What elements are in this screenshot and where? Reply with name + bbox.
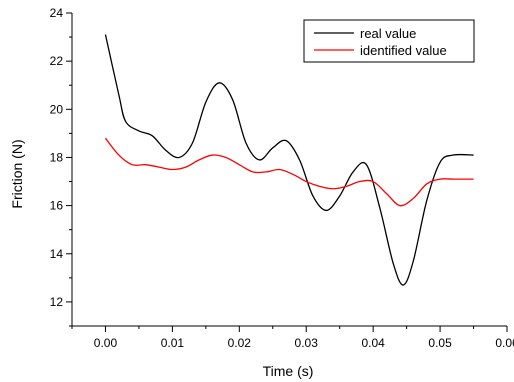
y-tick-label: 14 [50, 247, 64, 261]
x-axis-title: Time (s) [263, 363, 314, 379]
x-tick-label: 0.02 [228, 336, 252, 350]
x-tick-label: 0.00 [94, 336, 118, 350]
y-tick-label: 12 [50, 295, 64, 309]
y-tick-label: 24 [50, 6, 64, 20]
legend-label-real-value: real value [360, 26, 416, 41]
x-axis: 0.00 0.01 0.02 0.03 0.04 0.05 0.06 [71, 326, 514, 350]
x-tick-label: 0.01 [161, 336, 185, 350]
x-tick-label: 0.03 [295, 336, 319, 350]
x-tick-label: 0.04 [361, 336, 385, 350]
legend-label-identified-value: identified value [360, 43, 447, 58]
y-tick-label: 22 [50, 54, 64, 68]
x-tick-label: 0.06 [495, 336, 514, 350]
y-tick-label: 18 [50, 150, 64, 164]
legend: real value identified value [303, 19, 475, 63]
y-tick-label: 20 [50, 102, 64, 116]
series-line-identified-value [104, 137, 474, 207]
series-layer [104, 34, 474, 286]
plot-area [71, 13, 507, 327]
y-axis: 12 14 16 18 20 22 24 [50, 6, 72, 327]
series-line-real-value [104, 34, 474, 286]
x-tick-label: 0.05 [428, 336, 452, 350]
legend-box [303, 19, 475, 63]
y-axis-title: Friction (N) [9, 139, 25, 208]
y-tick-label: 16 [50, 199, 64, 213]
